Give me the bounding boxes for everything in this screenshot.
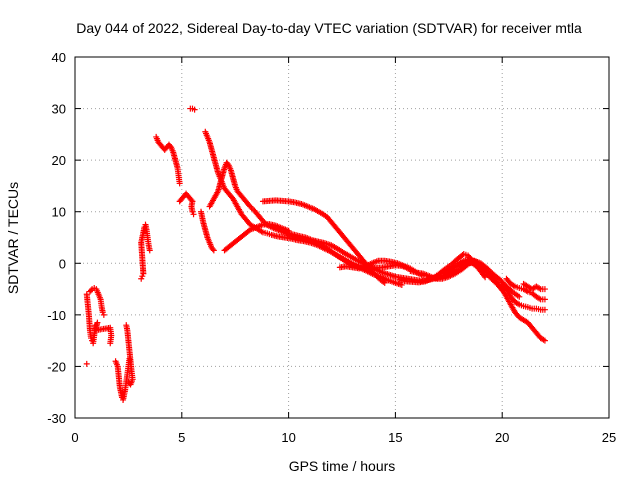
series-arc (176, 190, 197, 218)
data-point (541, 337, 548, 344)
series-arc (206, 159, 412, 272)
series-arc (202, 128, 405, 288)
data-point (190, 211, 197, 218)
data-points (83, 105, 548, 403)
x-tick-label: 5 (178, 430, 185, 445)
y-tick-label: 0 (59, 256, 66, 271)
y-tick-label: 10 (52, 205, 66, 220)
series-arc (259, 197, 388, 286)
data-point (191, 106, 198, 113)
data-point (210, 247, 217, 254)
data-point (100, 311, 107, 318)
series-arc (83, 291, 99, 347)
x-tick-label: 0 (71, 430, 78, 445)
y-tick-label: 20 (52, 153, 66, 168)
data-point (83, 360, 90, 367)
data-point (126, 380, 133, 387)
data-point (146, 247, 153, 254)
series-arc (520, 280, 548, 293)
series-arc (86, 285, 107, 318)
y-tick-label: -20 (47, 359, 66, 374)
series-arc (138, 221, 153, 282)
series-arc (221, 221, 292, 254)
series-arc (503, 275, 548, 303)
chart-title: Day 044 of 2022, Sidereal Day-to-day VTE… (76, 20, 582, 36)
data-point (541, 306, 548, 313)
series-arc (187, 105, 198, 113)
y-axis-label: SDTVAR / TECUs (5, 182, 21, 294)
x-tick-label: 25 (602, 430, 616, 445)
series-arc (499, 280, 548, 313)
x-tick-label: 15 (388, 430, 402, 445)
series-arc (441, 256, 548, 344)
x-axis-label: GPS time / hours (289, 458, 396, 474)
axis-ticks: 0 5 10 15 20 25 -30 -20 -10 0 10 20 30 40 (47, 50, 616, 445)
y-tick-label: 40 (52, 50, 66, 65)
y-tick-label: 30 (52, 102, 66, 117)
data-point (107, 340, 114, 347)
data-point (541, 286, 548, 293)
data-point (88, 287, 95, 294)
x-tick-label: 20 (495, 430, 509, 445)
x-tick-label: 10 (281, 430, 295, 445)
data-point (224, 161, 231, 168)
data-point (125, 378, 132, 385)
plot-frame (74, 56, 610, 419)
data-point (541, 296, 548, 303)
y-tick-label: -10 (47, 308, 66, 323)
data-point (209, 246, 216, 253)
series-arc (198, 208, 217, 254)
data-point (167, 142, 174, 149)
data-point (516, 293, 523, 300)
data-point (176, 180, 183, 187)
y-tick-label: -30 (47, 411, 66, 426)
series-arc (123, 322, 136, 388)
data-point (381, 279, 388, 286)
series-arc (153, 133, 183, 187)
series-arc (83, 319, 115, 367)
